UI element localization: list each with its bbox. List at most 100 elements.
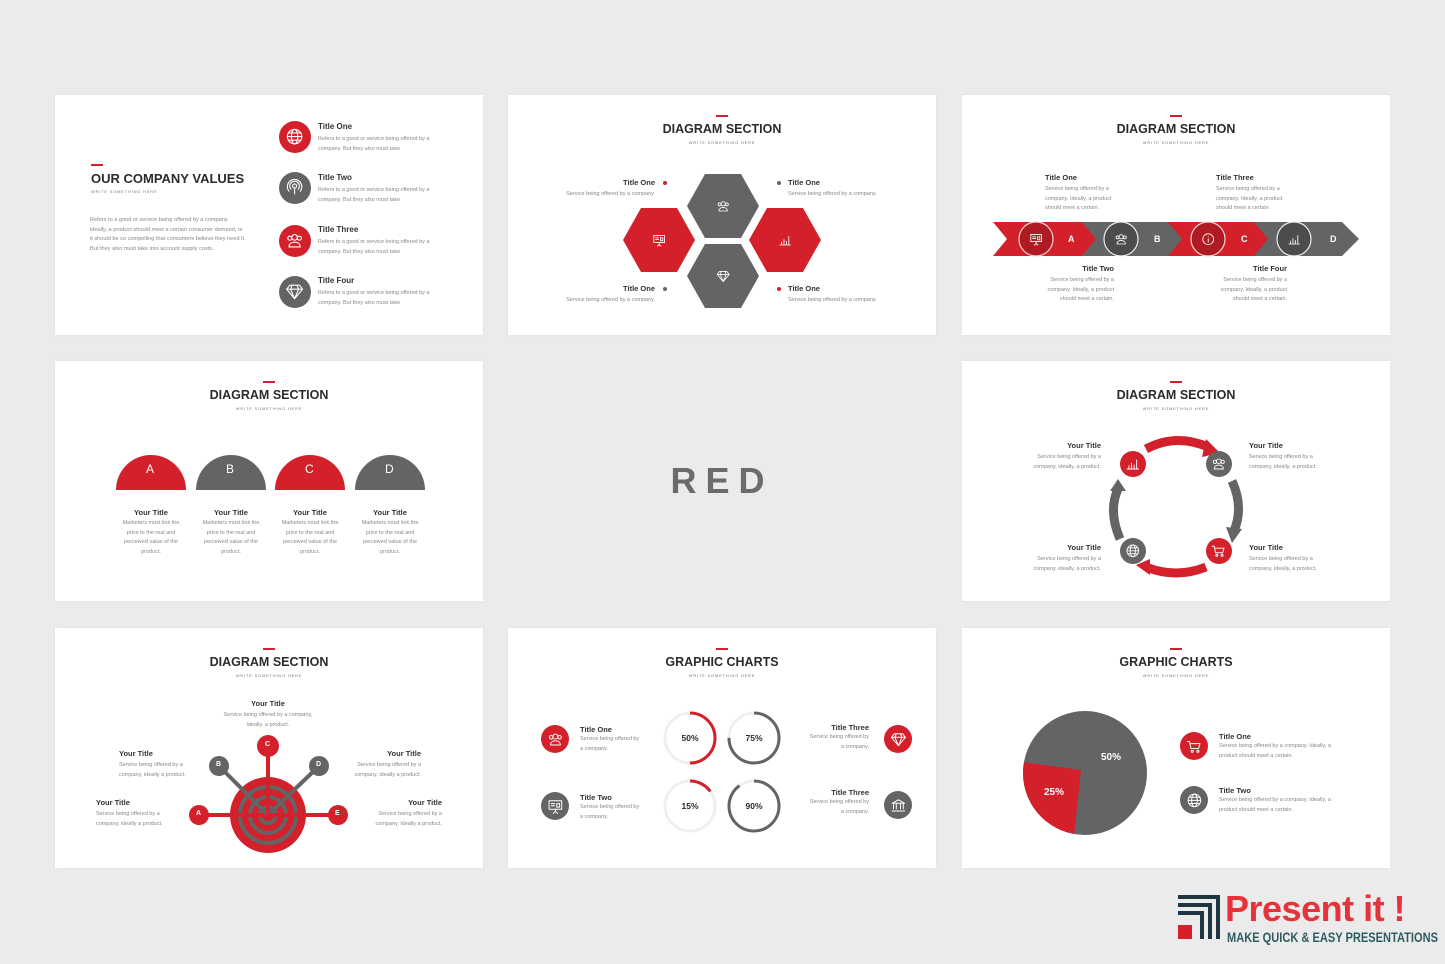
podcast-icon [279,172,311,204]
ring-label: 15% [681,801,699,811]
theme-title-area: RED [508,361,936,601]
globe-icon [279,121,311,153]
node-label: B [216,761,222,768]
presentation-icon [541,792,569,820]
cart-icon [1180,732,1208,760]
slide-target-diagram[interactable]: DIAGRAM SECTION WRITE SOMETHING HERE A B… [55,628,483,868]
item-title: Title One [623,284,655,293]
item-desc: Refers to a good or service being offere… [318,290,430,306]
item-title: Title Four [318,276,355,285]
info-icon [1196,227,1220,251]
accent-dash [263,648,275,650]
cart-icon [1206,538,1232,564]
paragraph: Refers to a good or service being offere… [90,217,246,252]
slide-subtitle: WRITE SOMETHING HERE [1142,140,1210,145]
item-title: Your Title [1249,441,1283,450]
bullet-dot [777,287,781,291]
item-desc: Service being offered by a company, idea… [1033,454,1101,470]
item-desc: Service being offered by a company. [809,734,869,750]
slide-subtitle: WRITE SOMETHING HERE [688,140,756,145]
item-title: Your Title [293,508,327,517]
item-title: Title Two [1082,264,1114,273]
item-desc: Service being offered by a company. [580,736,640,752]
item-title: Your Title [119,749,153,758]
slide-subtitle: WRITE SOMETHING HERE [688,673,756,678]
present-it-logo: Present it ! MAKE QUICK & EASY PRESENTAT… [1176,888,1438,950]
item-desc: Service being offered by a company. Idea… [1220,277,1287,302]
pie-label: 50% [1101,752,1122,763]
item-desc: Service being offered by a company. [566,297,655,303]
item-desc: Marketers must link the price to the rea… [361,520,419,555]
item-title: Title One [623,178,655,187]
accent-dash [1170,381,1182,383]
bar-chart-icon [1282,227,1306,251]
semicircles [116,455,425,490]
diamond-icon [884,725,912,753]
users-icon [1109,227,1133,251]
item-desc: Service being offered by a company. [566,191,655,197]
item-title: Title Three [831,788,869,797]
item-title: Your Title [373,508,407,517]
node-label: D [316,761,322,768]
slide-subtitle: WRITE SOMETHING HERE [235,406,303,411]
slide-cycle-diagram[interactable]: DIAGRAM SECTION WRITE SOMETHING HERE You… [962,361,1390,601]
item-title: Title One [318,122,353,131]
item-title: Title Three [831,723,869,732]
item-desc: Service being offered by a company, idea… [96,811,163,827]
slide-semicircle-diagram[interactable]: DIAGRAM SECTION WRITE SOMETHING HERE A B… [55,361,483,601]
item-title: Title One [580,725,612,734]
accent-dash [716,115,728,117]
ring-progress [663,779,717,833]
item-desc: Service being offered by a company, idea… [375,811,442,827]
item-desc: Service being offered by a company, idea… [1249,454,1317,470]
slide-pie-chart[interactable]: GRAPHIC CHARTS WRITE SOMETHING HERE 50% … [962,628,1390,868]
bar-chart-icon [773,228,797,252]
arrow-band [993,221,1359,257]
accent-dash [91,164,103,166]
slide-ring-charts[interactable]: GRAPHIC CHARTS WRITE SOMETHING HERE 50% … [508,628,936,868]
item-title: Your Title [96,798,130,807]
step-label: A [1068,234,1075,244]
accent-dash [1170,648,1182,650]
slide-company-values[interactable]: OUR COMPANY VALUES WRITE SOMETHING HERE … [55,95,483,335]
slide-hexagon-diagram[interactable]: DIAGRAM SECTION WRITE SOMETHING HERE Tit… [508,95,936,335]
slide-title: DIAGRAM SECTION [662,122,782,136]
item-title: Your Title [387,749,421,758]
node-label: A [196,810,202,817]
node-label: C [265,741,271,748]
item-title: Title Two [1219,786,1251,795]
globe-icon [1180,786,1208,814]
item-desc: Marketers must link the price to the rea… [202,520,260,555]
item-desc: Service being offered by a company. [788,297,877,303]
bullet-dot [777,181,781,185]
item-title: Your Title [1249,543,1283,552]
slide-title: GRAPHIC CHARTS [665,655,779,669]
bullet-dot [663,287,667,291]
accent-dash [263,381,275,383]
users-icon [1206,451,1232,477]
hexagon-bottom [687,244,759,308]
cycle-arrows [1109,435,1243,578]
presentation-icon [647,228,671,252]
presentation-icon [1024,227,1048,251]
item-title: Your Title [134,508,168,517]
logo-mark-icon [1178,895,1220,939]
item-title: Title Four [1252,264,1287,273]
target-diagram [189,735,348,853]
pie-label: 25% [1044,787,1065,798]
item-desc: Refers to a good or service being offere… [318,187,430,203]
item-desc: Refers to a good or service being offere… [318,239,430,255]
slide-title: DIAGRAM SECTION [209,388,329,402]
users-icon [711,194,735,218]
item-title: Title Three [1216,173,1254,182]
item-desc: Service being offered by a company, idea… [354,762,421,778]
item-title: Title One [788,284,820,293]
logo-name: Present it ! [1225,888,1406,929]
item-desc: Service being offered by a company. [580,804,640,820]
item-title: Your Title [408,798,442,807]
ring-charts [663,711,781,833]
slide-subtitle: WRITE SOMETHING HERE [235,673,303,678]
item-desc: Service being offered by a company. Idea… [1216,186,1283,211]
slide-arrow-timeline[interactable]: DIAGRAM SECTION WRITE SOMETHING HERE A B… [962,95,1390,335]
item-title: Your Title [1067,543,1101,552]
